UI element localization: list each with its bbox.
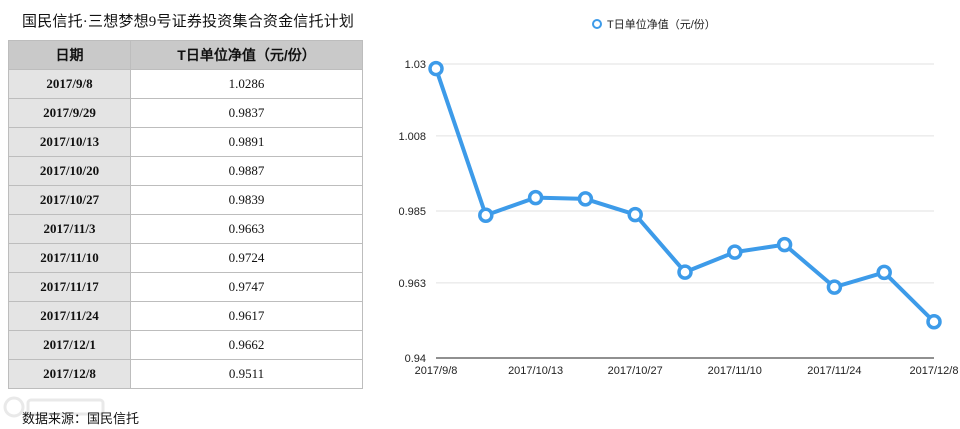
nav-value-cell: 0.9837 xyxy=(130,98,363,128)
y-tick-label: 0.963 xyxy=(398,278,426,290)
nav-value-cell: 0.9887 xyxy=(130,156,363,186)
date-cell: 2017/10/20 xyxy=(8,156,131,186)
data-point xyxy=(428,60,444,77)
series-line xyxy=(434,67,936,324)
nav-line-chart: 0.94 0.963 0.985 1.008 1.03 2017/9/8 2017/10/1… xyxy=(398,17,959,377)
nav-value-cell: 0.9617 xyxy=(130,301,363,331)
nav-value-cell: 0.9663 xyxy=(130,214,363,244)
date-cell: 2017/9/29 xyxy=(8,98,131,128)
data-point xyxy=(478,207,494,223)
table-row: 2017/9/8 1.0286 xyxy=(8,69,363,99)
table-header-row: 日期 T日单位净值（元/份） xyxy=(8,40,363,70)
table-row: 2017/11/24 0.9617 xyxy=(8,301,363,331)
table-row: 2017/12/8 0.9511 xyxy=(8,359,363,389)
table-row: 2017/12/1 0.9662 xyxy=(8,330,363,360)
data-point xyxy=(727,244,743,260)
nav-value-cell: 0.9724 xyxy=(130,243,363,273)
date-cell: 2017/11/17 xyxy=(8,272,131,302)
table-row: 2017/10/13 0.9891 xyxy=(8,127,363,157)
date-cell: 2017/11/10 xyxy=(8,243,131,273)
nav-value-cell: 0.9839 xyxy=(130,185,363,215)
table-row: 2017/11/17 0.9747 xyxy=(8,272,363,302)
data-point xyxy=(527,189,544,206)
nav-value-cell: 0.9747 xyxy=(130,272,363,302)
data-point xyxy=(876,264,892,281)
table-row: 2017/11/3 0.9663 xyxy=(8,214,363,244)
y-tick-label: 0.985 xyxy=(398,206,426,218)
date-cell: 2017/11/3 xyxy=(8,214,131,244)
legend-marker xyxy=(592,19,602,29)
date-cell: 2017/12/1 xyxy=(8,330,131,360)
y-tick-label: 1.008 xyxy=(398,131,426,143)
legend-label: T日单位净值（元/份） xyxy=(607,17,716,31)
data-point xyxy=(677,264,693,280)
date-cell: 2017/10/13 xyxy=(8,127,131,157)
x-tick-label: 2017/12/8 xyxy=(910,365,959,377)
x-tick-label: 2017/9/8 xyxy=(415,365,458,377)
nav-value-cell: 1.0286 xyxy=(130,69,363,99)
x-tick-label: 2017/11/24 xyxy=(807,365,861,377)
nav-value-cell: 0.9662 xyxy=(130,330,363,360)
nav-value-cell: 0.9891 xyxy=(130,127,363,157)
date-cell: 2017/11/24 xyxy=(8,301,131,331)
nav-value-cell: 0.9511 xyxy=(130,359,363,389)
date-cell: 2017/10/27 xyxy=(8,185,131,215)
table-row: 2017/10/20 0.9887 xyxy=(8,156,363,186)
data-point xyxy=(627,206,643,223)
chart-title: 国民信托·三想梦想9号证券投资集合资金信托计划 xyxy=(22,14,355,30)
x-tick-label: 2017/10/13 xyxy=(508,365,563,377)
nav-column-header: T日单位净值（元/份） xyxy=(130,40,363,70)
data-point xyxy=(577,191,594,207)
y-tick-label: 1.03 xyxy=(405,59,426,71)
date-cell: 2017/12/8 xyxy=(8,359,131,389)
data-point xyxy=(826,279,843,295)
table-row: 2017/11/10 0.9724 xyxy=(8,243,363,273)
date-cell: 2017/9/8 xyxy=(8,69,131,99)
nav-table: 日期 T日单位净值（元/份） 2017/9/8 1.0286 2017/9/29 0.… xyxy=(8,40,363,389)
data-point xyxy=(776,236,793,253)
table-row: 2017/9/29 0.9837 xyxy=(8,98,363,128)
y-tick-label: 0.94 xyxy=(405,353,426,365)
table-row: 2017/10/27 0.9839 xyxy=(8,185,363,215)
x-tick-label: 2017/10/27 xyxy=(608,365,663,377)
x-tick-label: 2017/11/10 xyxy=(708,365,762,377)
data-point xyxy=(926,313,942,330)
date-column-header: 日期 xyxy=(8,40,131,70)
data-source-note: 数据来源：国民信托 xyxy=(22,411,140,426)
